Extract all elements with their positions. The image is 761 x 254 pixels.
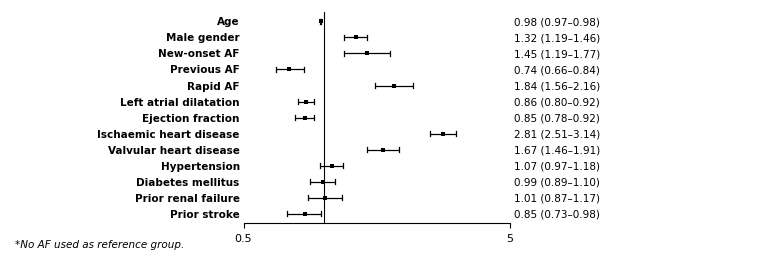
Text: 0.85 (0.73–0.98): 0.85 (0.73–0.98) xyxy=(514,209,600,219)
Text: Hypertension: Hypertension xyxy=(161,161,240,171)
Text: 0.98 (0.97–0.98): 0.98 (0.97–0.98) xyxy=(514,17,600,27)
Text: 1.01 (0.87–1.17): 1.01 (0.87–1.17) xyxy=(514,193,600,203)
Text: Prior renal failure: Prior renal failure xyxy=(135,193,240,203)
Text: 1.07 (0.97–1.18): 1.07 (0.97–1.18) xyxy=(514,161,600,171)
Text: Valvular heart disease: Valvular heart disease xyxy=(108,145,240,155)
Text: *No AF used as reference group.: *No AF used as reference group. xyxy=(15,239,184,249)
Text: Rapid AF: Rapid AF xyxy=(187,81,240,91)
Text: 1.32 (1.19–1.46): 1.32 (1.19–1.46) xyxy=(514,33,600,43)
Text: Previous AF: Previous AF xyxy=(170,65,240,75)
Text: 1.67 (1.46–1.91): 1.67 (1.46–1.91) xyxy=(514,145,600,155)
Text: 2.81 (2.51–3.14): 2.81 (2.51–3.14) xyxy=(514,129,600,139)
Text: 0.86 (0.80–0.92): 0.86 (0.80–0.92) xyxy=(514,97,600,107)
Text: Age: Age xyxy=(217,17,240,27)
Text: Ischaemic heart disease: Ischaemic heart disease xyxy=(97,129,240,139)
Text: Prior stroke: Prior stroke xyxy=(170,209,240,219)
Text: 0.99 (0.89–1.10): 0.99 (0.89–1.10) xyxy=(514,177,600,187)
Text: 1.45 (1.19–1.77): 1.45 (1.19–1.77) xyxy=(514,49,600,59)
Text: Diabetes mellitus: Diabetes mellitus xyxy=(136,177,240,187)
Text: Ejection fraction: Ejection fraction xyxy=(142,113,240,123)
Text: Left atrial dilatation: Left atrial dilatation xyxy=(120,97,240,107)
Text: Male gender: Male gender xyxy=(166,33,240,43)
Text: New-onset AF: New-onset AF xyxy=(158,49,240,59)
Text: 0.74 (0.66–0.84): 0.74 (0.66–0.84) xyxy=(514,65,600,75)
Text: 0.85 (0.78–0.92): 0.85 (0.78–0.92) xyxy=(514,113,600,123)
Text: 1.84 (1.56–2.16): 1.84 (1.56–2.16) xyxy=(514,81,600,91)
